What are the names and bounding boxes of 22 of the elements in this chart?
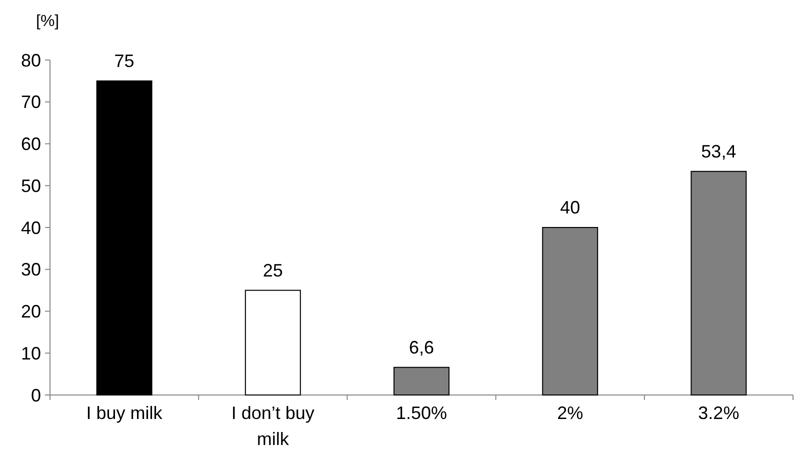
y-tick-label: 30 xyxy=(20,260,41,280)
y-axis-title: [%] xyxy=(36,13,60,30)
data-label: 75 xyxy=(114,50,134,71)
x-tick-label: I buy milk xyxy=(86,403,164,423)
y-tick-label: 10 xyxy=(20,343,41,364)
x-tick-label: I don’t buy milk xyxy=(231,403,314,449)
y-tick-label: 40 xyxy=(20,218,41,238)
bar xyxy=(244,290,301,396)
x-tick-label: 3.2% xyxy=(698,403,740,423)
data-label: 6,6 xyxy=(408,337,434,358)
data-label: 53,4 xyxy=(701,141,736,162)
y-tick-label: 80 xyxy=(20,50,41,70)
y-tick-label: 0 xyxy=(30,385,41,406)
y-tick-label: 20 xyxy=(20,302,41,322)
y-tick-label: 60 xyxy=(20,134,41,154)
x-tick-label: 2% xyxy=(557,403,584,423)
data-label: 40 xyxy=(560,198,580,218)
y-tick-label: 50 xyxy=(20,176,41,196)
data-label: 25 xyxy=(262,260,283,280)
x-tick-label: 1.50% xyxy=(396,403,448,423)
y-tick-label: 70 xyxy=(20,92,41,112)
bar xyxy=(96,80,152,396)
